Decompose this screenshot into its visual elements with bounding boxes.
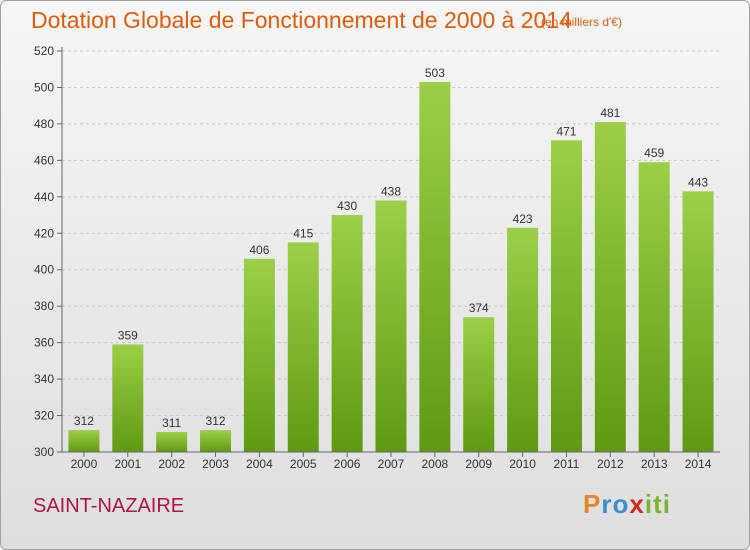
x-tick-label: 2012	[597, 457, 624, 471]
x-tick-label: 2003	[202, 457, 229, 471]
y-tick-label: 380	[34, 299, 54, 313]
x-tick-label: 2008	[422, 457, 449, 471]
bar-value-label: 312	[206, 414, 226, 428]
bar-value-label: 312	[74, 414, 94, 428]
x-tick-label: 2006	[334, 457, 361, 471]
y-tick-label: 400	[34, 263, 54, 277]
bar-value-label: 423	[513, 212, 533, 226]
bar-2010	[507, 227, 539, 452]
x-tick-label: 2001	[114, 457, 141, 471]
y-tick-label: 360	[34, 336, 54, 350]
y-tick-label: 440	[34, 190, 54, 204]
bar-value-label: 481	[600, 106, 620, 120]
bar-2000	[68, 430, 100, 452]
proxiti-logo: Proxiti	[583, 489, 671, 519]
bar-value-label: 503	[425, 66, 445, 80]
x-tick-label: 2013	[641, 457, 668, 471]
bar-2011	[550, 140, 582, 452]
bar-value-label: 459	[644, 146, 664, 160]
bar-2001	[112, 344, 144, 452]
x-tick-label: 2009	[465, 457, 492, 471]
bar-2006	[331, 215, 363, 452]
y-tick-label: 480	[34, 117, 54, 131]
bar-value-label: 415	[293, 226, 313, 240]
x-tick-label: 2004	[246, 457, 273, 471]
bar-2014	[682, 191, 714, 452]
x-tick-label: 2000	[71, 457, 98, 471]
bar-value-label: 430	[337, 199, 357, 213]
x-tick-label: 2002	[158, 457, 185, 471]
bar-2005	[287, 242, 319, 452]
bar-value-label: 374	[469, 301, 489, 315]
place-name: SAINT-NAZAIRE	[33, 495, 185, 517]
chart-subtitle: (en milliers d'€)	[541, 15, 622, 29]
bar-value-label: 471	[556, 124, 576, 138]
bar-2008	[419, 81, 451, 453]
x-tick-label: 2010	[509, 457, 536, 471]
bar-2002	[156, 431, 188, 452]
bar-2007	[375, 200, 407, 452]
bar-value-label: 359	[118, 328, 138, 342]
y-tick-label: 300	[34, 445, 54, 459]
x-tick-label: 2007	[378, 457, 405, 471]
bar-2004	[243, 258, 275, 452]
x-tick-label: 2011	[554, 457, 580, 471]
bar-value-label: 406	[249, 243, 269, 257]
y-tick-label: 460	[34, 153, 54, 167]
y-tick-label: 420	[34, 226, 54, 240]
bar-value-label: 443	[688, 175, 708, 189]
bar-2003	[200, 430, 232, 452]
y-tick-label: 340	[34, 372, 54, 386]
y-tick-label: 500	[34, 80, 54, 94]
x-tick-label: 2005	[290, 457, 317, 471]
bar-2012	[594, 122, 626, 452]
bar-value-label: 311	[162, 416, 181, 430]
x-tick-label: 2014	[685, 457, 712, 471]
chart-title: Dotation Globale de Fonctionnement de 20…	[31, 7, 572, 33]
y-tick-label: 320	[34, 409, 54, 423]
y-tick-label: 520	[34, 44, 54, 58]
bar-2009	[463, 317, 495, 452]
bar-2013	[638, 162, 670, 452]
bar-value-label: 438	[381, 184, 401, 198]
